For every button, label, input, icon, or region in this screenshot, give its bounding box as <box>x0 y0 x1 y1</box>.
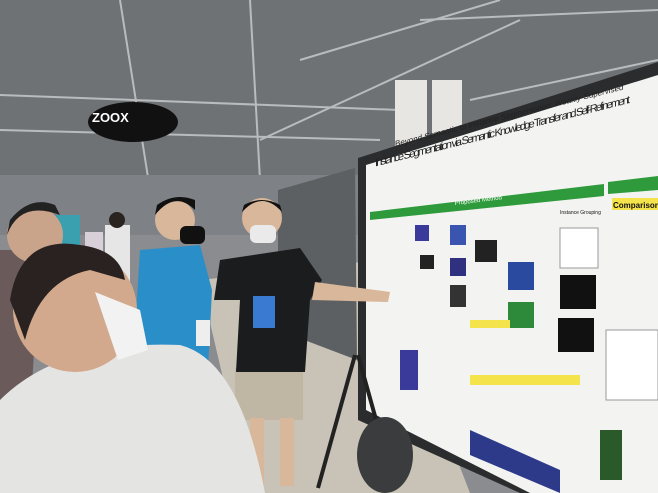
section-comparison: Comparison <box>613 201 658 210</box>
zoox-banner <box>88 102 178 142</box>
poster-header-bar-2 <box>608 176 658 194</box>
banner-text: ZOOX <box>92 110 129 125</box>
ceiling-trusses <box>0 0 658 191</box>
blue-shirt-attendee <box>135 196 212 370</box>
poster-header-bar <box>370 184 604 220</box>
backpack <box>357 417 413 493</box>
instance-grouping-label: Instance Grouping <box>560 210 601 216</box>
presenter <box>214 198 390 486</box>
poster-figures <box>400 225 658 493</box>
comparison-label-bg <box>612 198 658 210</box>
section-proposed-method: Proposed Method <box>455 195 503 207</box>
foreground-attendee <box>0 243 265 493</box>
